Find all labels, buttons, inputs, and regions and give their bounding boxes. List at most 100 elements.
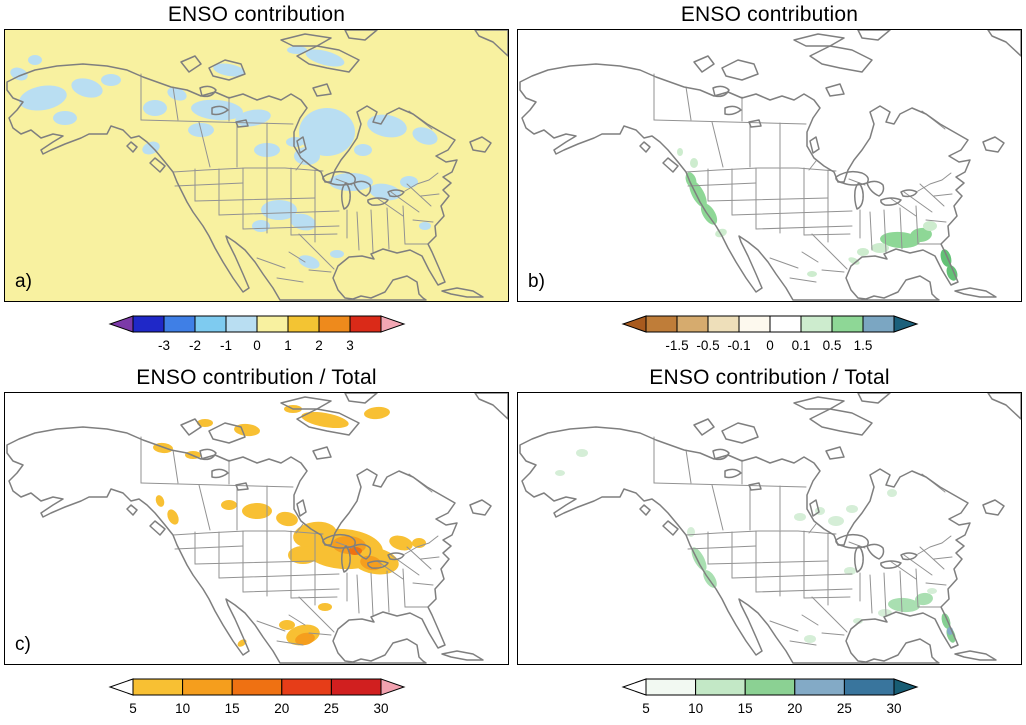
- panel-a-map-box: a): [4, 29, 509, 302]
- colorbar-tick-label: 20: [274, 701, 289, 716]
- shaded-region-b-florida: [940, 249, 952, 267]
- shaded-region-a-arctic-islands: [305, 49, 345, 67]
- colorbar-tick-label: 15: [737, 701, 752, 716]
- shaded-region-a-great-lakes: [329, 173, 373, 191]
- colorbar-segment: [349, 315, 381, 333]
- panel-b-colorbar: -1.5 -0.5 -0.1 0 0.1 0.5 1.5: [620, 315, 919, 353]
- shaded-region-a-central-plains: [290, 213, 316, 231]
- panel-a-colorbar-wrap: -3 -2 -1 0 1 2 3: [0, 313, 513, 355]
- colorbar-tick-label: 20: [787, 701, 802, 716]
- colorbar-segment: [132, 315, 164, 333]
- colorbar-segment: [318, 315, 350, 333]
- colorbar-segment: [707, 315, 739, 333]
- colorbar-segment: [676, 315, 708, 333]
- shaded-region-a-quebec: [412, 127, 438, 145]
- shaded-region-d-quebec: [887, 489, 897, 497]
- map-background: [518, 30, 1021, 301]
- colorbar-tick-label: 10: [175, 701, 190, 716]
- map-background: [5, 393, 508, 664]
- panel-d-title: ENSO contribution / Total: [649, 366, 890, 389]
- shaded-region-b-gulf-southeast: [880, 231, 920, 249]
- shaded-region-a-alaska: [71, 78, 103, 98]
- colorbar-segment: [738, 315, 770, 333]
- colorbar-segment: [256, 315, 288, 333]
- colorbar-segment: [645, 315, 677, 333]
- data-shading: [10, 46, 438, 269]
- shaded-region-c-texas: [318, 603, 332, 611]
- colorbar-segment: [744, 678, 795, 696]
- panel-b-map-box: b): [517, 29, 1022, 302]
- shaded-region-d-midwest: [844, 567, 856, 575]
- shaded-region-c-arctic-islands: [364, 406, 390, 420]
- colorbar-tick-label: 25: [323, 701, 338, 716]
- colorbar-segment: [181, 678, 233, 696]
- colorbar-segment: [800, 315, 832, 333]
- colorbar-segment: [132, 678, 183, 696]
- colorbar-right-arrow: [380, 678, 406, 696]
- shaded-region-d-mexico: [804, 635, 816, 643]
- colorbar-segment: [694, 678, 746, 696]
- panel-c: ENSO contribution / Total c) 5 10 15 20 25 30: [0, 363, 513, 725]
- panel-b-map-svg: [518, 30, 1021, 301]
- shaded-region-d-manitoba: [794, 513, 806, 521]
- panel-a-label: a): [15, 271, 32, 292]
- shaded-region-b-georgia: [923, 221, 937, 231]
- shaded-region-d-southeast: [888, 597, 920, 613]
- panel-a-colorbar: -3 -2 -1 0 1 2 3: [107, 315, 406, 353]
- coastlines: [519, 30, 1021, 301]
- colorbar-tick-label: 25: [836, 701, 851, 716]
- shaded-region-b-gulf-fringe: [857, 248, 869, 256]
- map-background: [518, 393, 1021, 664]
- shaded-region-b-pacific-northwest: [677, 148, 683, 156]
- colorbar-tick-label: 3: [346, 338, 354, 353]
- colorbar-segment: [831, 315, 863, 333]
- shaded-region-c-midwest: [288, 546, 318, 564]
- panel-b-title: ENSO contribution: [680, 3, 859, 26]
- coastlines: [6, 30, 508, 301]
- shaded-region-a-alaska: [101, 74, 121, 86]
- shaded-region-d-alaska: [555, 470, 565, 476]
- shaded-region-d-alaska: [576, 449, 588, 457]
- shaded-region-b-florida: [946, 265, 958, 281]
- shaded-region-a-north-mexico: [330, 250, 344, 258]
- shaded-region-a-great-lakes: [400, 176, 418, 188]
- shaded-region-c-prairie-canada: [221, 500, 237, 510]
- data-shading: [555, 449, 956, 643]
- coastlines: [6, 393, 508, 664]
- panel-d-colorbar: 5 10 15 20 25 30: [620, 678, 919, 716]
- shaded-region-a-bering: [28, 55, 42, 65]
- panel-c-map-box: c): [4, 392, 509, 665]
- shaded-region-a-alaska: [53, 111, 77, 125]
- colorbar-left-arrow: [107, 678, 133, 696]
- shaded-region-a-arctic-islands: [213, 63, 245, 77]
- colorbar-right-arrow: [380, 315, 406, 333]
- shaded-region-c-mexico-core: [295, 632, 315, 646]
- shaded-region-c-pnw-coast: [155, 495, 165, 507]
- state-province-borders: [653, 73, 953, 283]
- colorbar-tick-label: 5: [642, 701, 650, 716]
- shaded-region-a-bering: [10, 67, 28, 81]
- shaded-region-c-pnw-coast: [167, 509, 179, 525]
- coastlines: [519, 393, 1021, 664]
- panel-b: ENSO contribution b) -1.5 -0.5 -0.1 0 0.1 0.5…: [513, 0, 1026, 363]
- panel-d-colorbar-wrap: 5 10 15 20 25 30: [513, 676, 1026, 718]
- panel-c-colorbar: 5 10 15 20 25 30: [107, 678, 406, 716]
- colorbar-segment: [194, 315, 226, 333]
- colorbar-segment: [287, 315, 319, 333]
- panel-b-colorbar-wrap: -1.5 -0.5 -0.1 0 0.1 0.5 1.5: [513, 313, 1026, 355]
- colorbar-tick-label: 30: [373, 701, 388, 716]
- panel-d: ENSO contribution / Total 5 10 15 20 25 30: [513, 363, 1026, 725]
- colorbar-segment: [231, 678, 282, 696]
- colorbar-segment: [843, 678, 894, 696]
- colorbar-left-arrow: [620, 678, 646, 696]
- colorbar-tick-label: -0.1: [727, 338, 750, 353]
- shaded-region-a-quebec: [354, 144, 372, 156]
- colorbar-tick-label: 0.5: [822, 338, 841, 353]
- colorbar-segment: [793, 678, 845, 696]
- colorbar-tick-label: -0.5: [696, 338, 719, 353]
- shaded-region-c-prairie-canada: [242, 503, 272, 519]
- colorbar-segment: [225, 315, 257, 333]
- shaded-region-d-california-coast: [691, 547, 707, 571]
- shaded-region-a-hudson-bay: [299, 108, 355, 156]
- shaded-region-b-pacific-northwest: [690, 158, 698, 168]
